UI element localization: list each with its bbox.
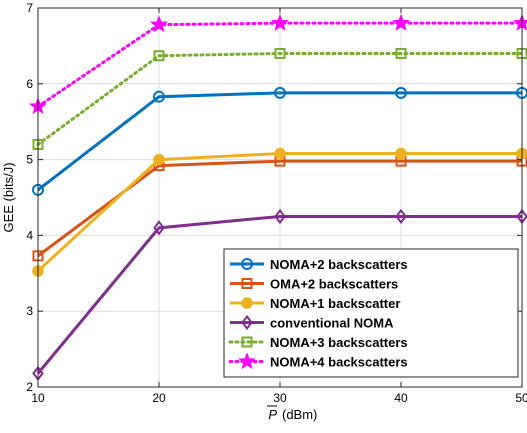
legend-box: [223, 248, 519, 378]
y-tick-label: 7: [26, 1, 33, 15]
filled-circle-marker: [395, 147, 407, 160]
x-axis-label-symbol: P: [268, 407, 277, 422]
series-line: [36, 51, 524, 146]
x-axis-label: P (dBm): [267, 405, 317, 422]
star-marker: [271, 13, 289, 31]
y-tick-label: 2: [26, 380, 33, 394]
series-layer: [29, 13, 527, 382]
filled-circle-marker: [153, 153, 165, 166]
filled-circle-marker: [274, 147, 286, 160]
y-tick-label: 4: [26, 228, 33, 242]
x-tick-label: 10: [31, 391, 45, 405]
diamond-marker: [395, 208, 407, 225]
x-tick-label: 20: [152, 391, 166, 405]
star-marker: [392, 13, 410, 31]
series-line: [37, 91, 522, 192]
ticks: 10 20 30 40 50 2 3 4 5 6 7: [26, 1, 527, 405]
x-tick-label: 50: [515, 391, 527, 405]
diamond-marker: [153, 220, 165, 236]
y-tick-label: 3: [26, 304, 33, 318]
circle-marker: [241, 258, 253, 270]
diamond-marker: [274, 208, 286, 225]
diamond-marker: [241, 314, 253, 331]
square-marker: [153, 50, 165, 62]
x-tick-label: 30: [273, 391, 287, 405]
filled-circle-marker: [241, 297, 253, 309]
square-marker: [241, 336, 253, 348]
y-axis-label: GEE (bits/J): [1, 162, 16, 232]
x-tick-label: 40: [394, 391, 408, 405]
circle-marker: [274, 86, 286, 99]
series-2: [32, 147, 527, 277]
legend-label: NOMA+1 backscatter: [270, 296, 400, 311]
x-axis-label-unit: (dBm): [282, 407, 317, 422]
square-marker: [395, 47, 407, 59]
y-tick-label: 6: [26, 77, 33, 91]
legend-label: NOMA+4 backscatters: [270, 355, 408, 370]
series-line: [36, 214, 522, 375]
legend-label: OMA+2 backscatters: [270, 277, 398, 292]
star-marker: [238, 352, 256, 370]
circle-marker: [395, 86, 407, 99]
legend-label: NOMA+2 backscatters: [270, 257, 408, 272]
legend-label: NOMA+3 backscatters: [270, 335, 408, 350]
square-marker: [274, 47, 286, 59]
star-marker: [513, 13, 527, 31]
series-3: [32, 208, 527, 382]
square-marker: [241, 278, 253, 289]
circle-marker: [153, 90, 165, 103]
legend: NOMA+2 backscatters OMA+2 backscatters NOM…: [223, 248, 519, 378]
y-tick-label: 5: [26, 153, 33, 167]
legend-label: conventional NOMA: [270, 316, 394, 331]
star-marker: [150, 15, 168, 33]
